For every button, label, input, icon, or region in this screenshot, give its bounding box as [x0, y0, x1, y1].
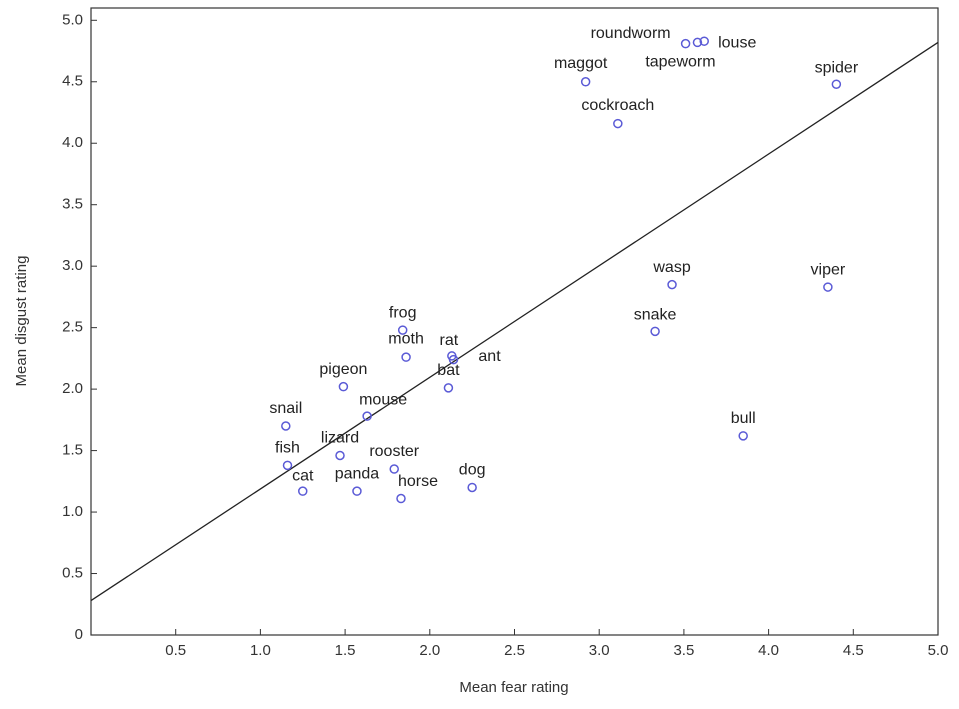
- x-tick-label: 4.0: [758, 642, 779, 659]
- point-label: snake: [634, 307, 677, 324]
- y-tick-label: 1.0: [62, 503, 83, 520]
- point-label: bat: [437, 362, 460, 379]
- x-tick-label: 2.0: [419, 642, 440, 659]
- point: [444, 384, 452, 392]
- point: [668, 281, 676, 289]
- point-label: rooster: [369, 443, 419, 460]
- y-tick-label: 3.5: [62, 196, 83, 213]
- point-label: viper: [811, 261, 846, 278]
- x-tick-label: 0.5: [165, 642, 186, 659]
- point-label: cockroach: [581, 97, 654, 114]
- point: [402, 353, 410, 361]
- point: [614, 120, 622, 128]
- point-label: louse: [718, 34, 756, 51]
- point: [824, 283, 832, 291]
- y-tick-label: 2.5: [62, 319, 83, 336]
- point: [739, 432, 747, 440]
- point-label: fish: [275, 440, 300, 457]
- point-label: cat: [292, 467, 314, 484]
- point: [832, 80, 840, 88]
- point-label: panda: [335, 465, 380, 482]
- y-tick-label: 4.0: [62, 134, 83, 151]
- point-label: bull: [731, 410, 756, 427]
- x-axis-title: Mean fear rating: [459, 679, 568, 696]
- point-label: spider: [815, 59, 859, 76]
- point-label: dog: [459, 462, 486, 479]
- point: [353, 487, 361, 495]
- y-tick-label: 4.5: [62, 73, 83, 90]
- point-label: horse: [398, 473, 438, 490]
- point: [299, 487, 307, 495]
- point: [336, 452, 344, 460]
- point: [468, 483, 476, 491]
- chart: Mean fear rating Mean disgust rating 0.5…: [0, 0, 959, 704]
- y-tick-label: 1.5: [62, 442, 83, 459]
- y-tick-label: 0: [75, 626, 83, 643]
- point-label: tapeworm: [645, 54, 715, 71]
- y-tick-label: 2.0: [62, 380, 83, 397]
- point-label: lizard: [321, 430, 359, 447]
- point-label: roundworm: [591, 25, 671, 42]
- point: [651, 327, 659, 335]
- point: [284, 461, 292, 469]
- y-tick-label: 5.0: [62, 11, 83, 28]
- point: [339, 383, 347, 391]
- trend-line: [91, 42, 938, 600]
- point-label: rat: [439, 332, 458, 349]
- x-tick-label: 2.5: [504, 642, 525, 659]
- point-label: snail: [269, 400, 302, 417]
- y-tick-label: 0.5: [62, 564, 83, 581]
- y-axis-title: Mean disgust rating: [13, 256, 30, 387]
- point-label: wasp: [652, 259, 690, 276]
- point: [682, 40, 690, 48]
- x-tick-label: 5.0: [928, 642, 949, 659]
- x-tick-label: 1.0: [250, 642, 271, 659]
- point: [582, 78, 590, 86]
- x-tick-label: 3.5: [673, 642, 694, 659]
- point-label: moth: [388, 330, 424, 347]
- point-label: mouse: [359, 391, 407, 408]
- point-label: maggot: [554, 55, 608, 72]
- point-label: pigeon: [319, 361, 367, 378]
- x-tick-label: 4.5: [843, 642, 864, 659]
- point: [282, 422, 290, 430]
- point-label: frog: [389, 304, 417, 321]
- point-label: ant: [478, 348, 501, 365]
- x-tick-label: 3.0: [589, 642, 610, 659]
- x-tick-label: 1.5: [335, 642, 356, 659]
- point: [397, 495, 405, 503]
- y-tick-label: 3.0: [62, 257, 83, 274]
